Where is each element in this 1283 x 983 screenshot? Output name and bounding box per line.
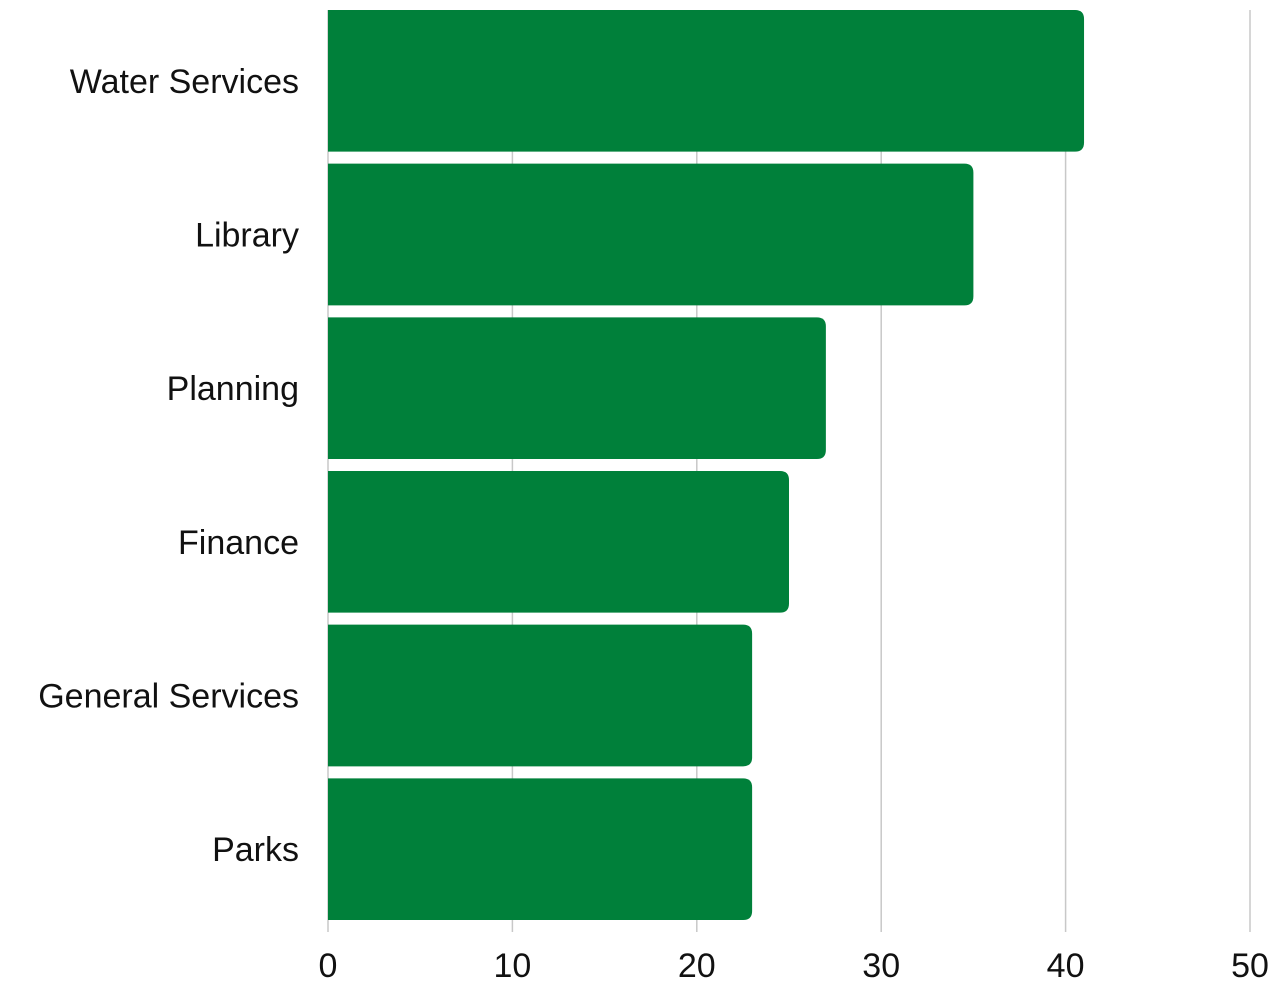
category-label-library: Library: [195, 217, 299, 255]
bar-library: [328, 163, 974, 306]
category-label-parks: Parks: [212, 831, 299, 869]
bar-water-services: [328, 10, 1085, 152]
category-labels: Water Services Library Planning Finance Gene…: [38, 63, 299, 869]
x-tick-label-20: 20: [678, 947, 716, 983]
bar-general-services: [328, 624, 753, 767]
category-label-finance: Finance: [178, 524, 299, 562]
bar-finance: [328, 471, 789, 613]
bar-parks: [328, 778, 753, 920]
category-label-water-services: Water Services: [70, 63, 299, 101]
x-tick-label-0: 0: [319, 947, 338, 983]
x-tick-label-40: 40: [1047, 947, 1085, 983]
x-tick-label-50: 50: [1231, 947, 1269, 983]
x-axis-tick-labels: 0 10 20 30 40 50: [319, 947, 1269, 983]
bars: [328, 10, 1085, 920]
bar-planning: [328, 317, 826, 459]
x-tick-label-10: 10: [493, 947, 531, 983]
x-tick-label-30: 30: [862, 947, 900, 983]
category-label-general-services: General Services: [38, 678, 299, 716]
category-label-planning: Planning: [167, 370, 299, 408]
